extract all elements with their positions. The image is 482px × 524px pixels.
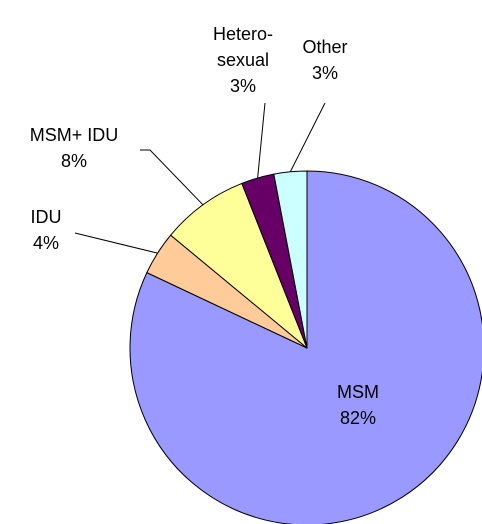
leader-line (257, 102, 266, 179)
leader-line (140, 149, 204, 206)
slice-label: Other (302, 37, 348, 57)
slice-value-label: 4% (32, 233, 60, 253)
pie-slice (169, 182, 308, 349)
leader-line (74, 232, 158, 254)
leader-line (289, 102, 326, 173)
slice-label: Hetero- sexual (212, 24, 274, 70)
slice-value-label: 8% (60, 151, 88, 171)
pie-slice (129, 170, 482, 524)
slice-value-label: 82% (339, 408, 377, 428)
slice-value-label: 3% (311, 63, 339, 83)
slice-label: IDU (30, 207, 62, 227)
pie-slice (273, 170, 308, 349)
slice-label: MSM+ IDU (29, 125, 119, 145)
slice-label: MSM (337, 382, 379, 402)
slice-value-label: 3% (229, 76, 257, 96)
